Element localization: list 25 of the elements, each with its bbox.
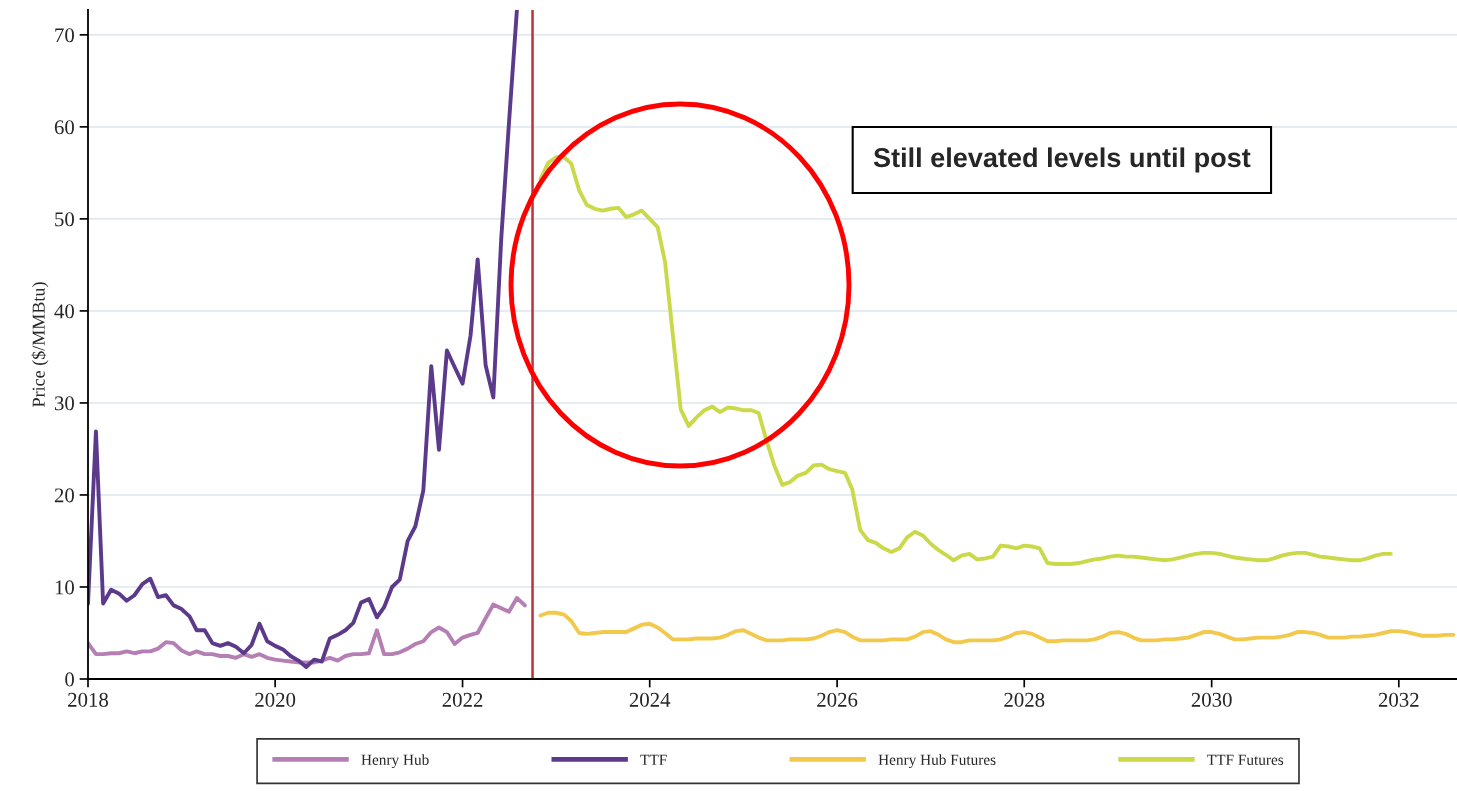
y-tick-label: 60 [54,120,75,135]
x-tick-label: 2032 [1378,692,1419,707]
y-tick-label: 20 [54,488,75,503]
x-tick-label: 2028 [1004,692,1045,707]
y-tick-label: 50 [55,212,75,227]
legend-label: TTF [640,754,667,765]
x-tick-label: 2020 [255,692,296,707]
x-tick-label: 2018 [68,692,109,707]
x-tick-label: 2022 [442,692,483,707]
x-tick-label: 2024 [629,692,671,707]
x-tick-label: 2026 [817,692,858,707]
y-tick-label: 10 [55,580,75,595]
x-tick-label: 2030 [1191,692,1232,707]
line-series [88,10,519,669]
y-tick-label: 30 [54,396,75,411]
line-series [538,610,1456,645]
y-tick-label: 40 [54,304,75,319]
legend-label: Henry Hub Futures [878,754,996,769]
y-tick-label: 70 [55,28,75,43]
annotation: Still elevated levels until post [873,147,1251,173]
legend-label: Henry Hub [361,754,429,769]
y-tick-label: 0 [65,672,75,687]
y-axis-title: Price ($/MMBtu) [31,282,49,407]
legend-label: TTF Futures [1207,754,1284,765]
line-series [88,596,527,665]
